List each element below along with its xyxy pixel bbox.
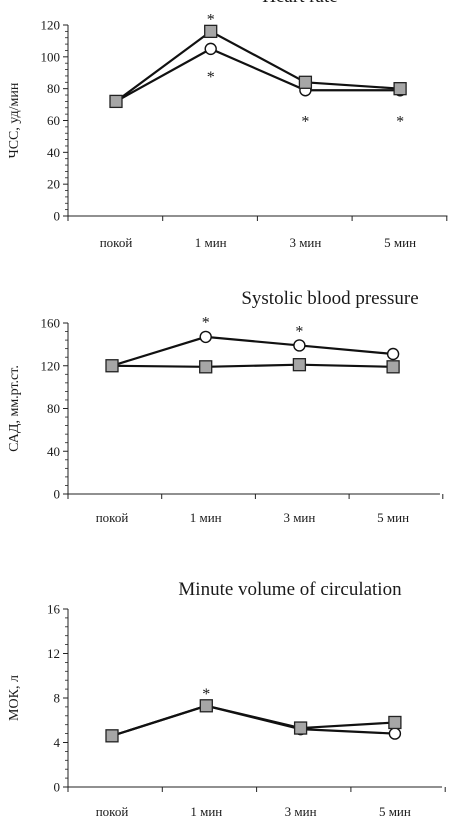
x-tick-label: 3 мин (283, 510, 315, 525)
y-tick-label: 8 (54, 691, 61, 706)
data-point-square (199, 699, 213, 713)
x-tick-label: 1 мин (190, 510, 222, 525)
chart-panel-2: Systolic blood pressure САД, мм.рт.ст. 0 40… (7, 288, 444, 525)
y-axis-label: ЧСС, уд/мин (7, 82, 22, 158)
chart-panel-1: Heart rate ЧСС, уд/мин 0 20 40 60 80 100 120 поко… (7, 0, 448, 250)
y-tick-label: 40 (47, 444, 60, 459)
x-tick-label: покой (96, 804, 129, 819)
significance-marker: * (202, 315, 210, 332)
x-tick-label: покой (100, 235, 133, 250)
chart-title: Systolic blood pressure (241, 288, 418, 309)
y-tick-label: 16 (47, 602, 61, 617)
series-line-1 (111, 335, 394, 367)
data-point-square (204, 24, 218, 39)
y-tick-label: 4 (54, 735, 61, 750)
y-tick-label: 120 (41, 358, 61, 373)
y-tick-label: 20 (47, 177, 60, 192)
x-tick-label: 5 мин (377, 510, 409, 525)
data-point-circle (388, 727, 402, 740)
significance-marker: * (207, 11, 215, 28)
y-tick-label: 80 (47, 401, 60, 416)
x-tick-label: 1 мин (190, 804, 222, 819)
y-tick-label: 160 (41, 316, 61, 331)
y-axis-label: МОК, л (7, 675, 22, 721)
y-tick-label: 0 (54, 780, 61, 795)
data-point-square (298, 75, 313, 89)
data-point-square (105, 729, 119, 743)
significance-marker: * (207, 69, 215, 86)
series-line-1 (115, 47, 401, 103)
data-point-square (105, 359, 119, 373)
data-point-circle (199, 330, 212, 344)
x-tick-label: покой (96, 510, 129, 525)
data-point-circle (386, 347, 400, 361)
x-tick-label: 3 мин (285, 804, 317, 819)
chart-panel-3: Minute volume of circulation МОК, л 0 4 8 12 1… (7, 579, 446, 819)
chart-title: Minute volume of circulation (178, 579, 402, 600)
y-axis-label: САД, мм.рт.ст. (7, 365, 22, 452)
data-point-square (292, 358, 307, 372)
x-tick-label: 1 мин (195, 235, 227, 250)
series-line-1 (111, 704, 395, 737)
data-point-square (393, 82, 407, 96)
x-tick-label: 5 мин (379, 804, 411, 819)
series-line-2 (111, 363, 394, 368)
y-tick-label: 40 (47, 145, 60, 160)
x-tick-label: 5 мин (384, 235, 416, 250)
y-tick-label: 80 (47, 81, 60, 96)
data-point-square (293, 721, 308, 735)
data-point-square (388, 715, 402, 730)
x-tick-label: 3 мин (289, 235, 321, 250)
data-point-square (109, 94, 123, 109)
y-tick-label: 120 (41, 18, 61, 33)
y-tick-label: 0 (54, 487, 61, 502)
chart-title: Heart rate (262, 0, 337, 7)
data-point-circle (204, 42, 217, 56)
significance-marker: * (301, 113, 309, 130)
data-point-square (199, 360, 213, 374)
series-line-2 (111, 704, 395, 737)
significance-marker: * (396, 113, 404, 130)
data-point-circle (293, 339, 306, 352)
y-tick-label: 12 (47, 646, 60, 661)
y-tick-label: 60 (47, 113, 60, 128)
significance-marker: * (202, 686, 210, 703)
y-tick-label: 0 (54, 209, 61, 224)
y-tick-label: 100 (41, 49, 61, 64)
data-point-square (386, 360, 400, 374)
significance-marker: * (295, 323, 303, 340)
series-line-2 (115, 30, 401, 103)
